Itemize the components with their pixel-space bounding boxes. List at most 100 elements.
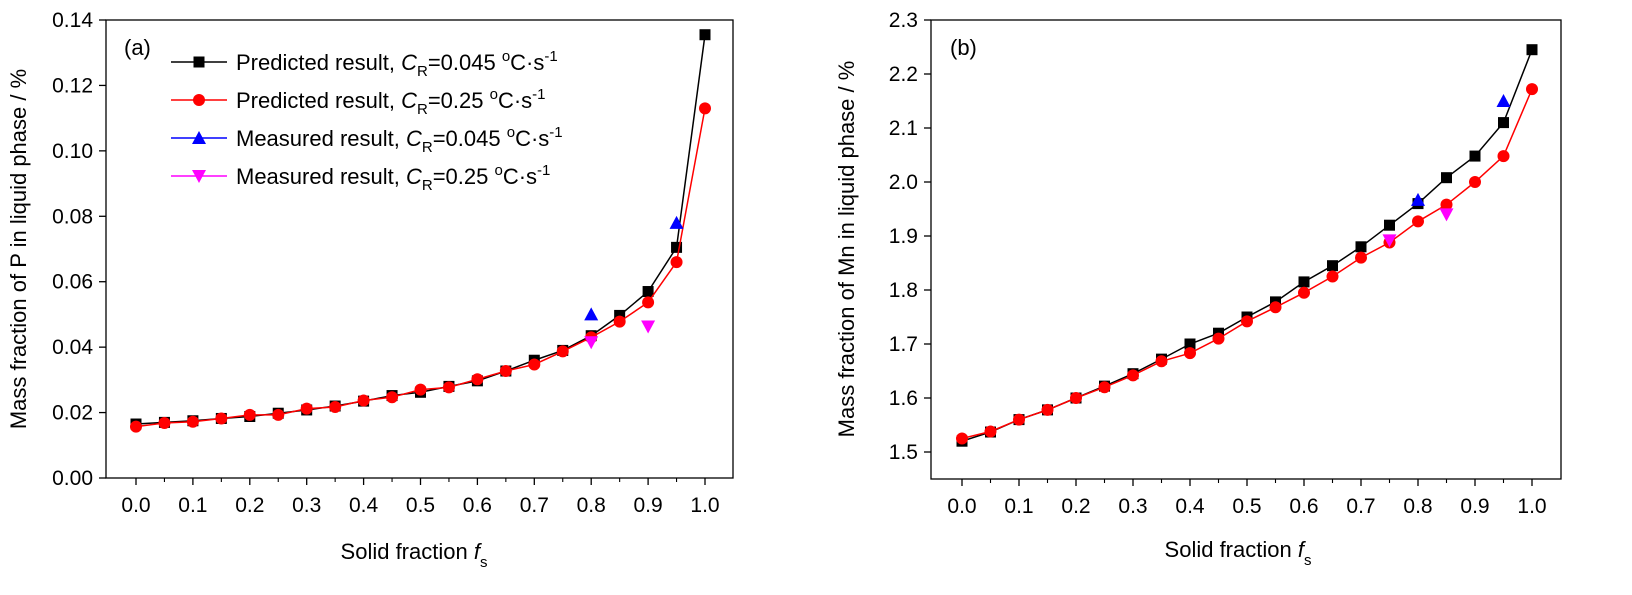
data-point [1298,286,1310,299]
legend-label-prefix: Predicted result, [236,88,401,113]
panel-label-a: (a) [124,35,151,60]
y-tick-label-a: 0.12 [52,74,93,97]
y-tick-label-b: 2.3 [889,9,918,32]
legend-entry: Predicted result, CR=0.045 oC·s-1 [171,48,558,80]
data-point [1411,192,1425,206]
legend-label-unit: C·s [498,88,532,113]
data-point [669,215,684,229]
panel-a: 0.0 0.1 0.2 0.3 0.4 0.5 0.6 0.7 0.8 0.9 1.0 0.00 0.0… [6,9,734,571]
data-point [471,373,484,386]
data-point [642,296,655,309]
data-point [1326,270,1339,283]
plot-area-b: 0.0 0.1 0.2 0.3 0.4 0.5 0.6 0.7 0.8 0.9 1.0 1.5 1.6 1… [889,9,1547,518]
data-point [1127,369,1139,382]
legend-label-unit: C·s [515,126,549,151]
series-line [135,108,706,428]
data-point [556,345,569,358]
series-a-2 [584,215,684,321]
data-point [1440,198,1453,211]
data-point [1327,260,1338,272]
data-point [1498,117,1509,129]
legend-label: Measured result, CR=0.25 oC·s-1 [236,162,550,194]
data-point [1469,176,1481,188]
legend-label-deg: o [490,86,498,103]
x-tick-label-b: 0.2 [1061,495,1090,518]
data-point [1355,241,1367,253]
data-point [130,420,142,433]
legend-swatch-marker [192,170,206,183]
x-tick-label-b: 0.5 [1232,495,1261,518]
data-point [699,29,711,41]
data-point [386,391,399,404]
data-point [1269,301,1282,314]
data-point [670,256,683,269]
legend-label: Measured result, CR=0.045 oC·s-1 [236,124,563,156]
data-point [357,394,370,407]
legend-label-sub: R [417,63,428,80]
x-axis-title-b: Solid fraction fs [1165,537,1312,569]
legend-label-deg: o [502,48,510,65]
legend-label-deg: o [494,162,502,179]
legend-label-sub: R [422,139,433,156]
x-axis-title-text-b: Solid fraction [1165,537,1298,562]
legend-entry: Measured result, CR=0.045 oC·s-1 [171,124,563,156]
data-point [1241,315,1253,328]
legend-label-exp: -1 [544,48,557,65]
data-point [641,320,656,334]
data-point [1070,392,1082,404]
y-tick-label-b: 1.8 [889,279,918,302]
data-point [1155,355,1168,368]
data-point [1496,94,1511,107]
x-tick-label-b: 0.0 [947,495,976,518]
x-tick-label-a: 0.8 [577,494,606,517]
legend-label-exp: -1 [537,162,550,179]
plot-frame-b [930,19,1562,480]
y-tick-label-b: 1.5 [889,441,918,464]
plot-frame-a [105,19,734,479]
series-line [135,34,706,425]
y-tick-label-a: 0.04 [52,336,93,359]
x-tick-label-a: 0.0 [121,494,150,517]
series-b-3 [1382,208,1454,248]
data-point [1384,219,1395,231]
legend-label-val: =0.25 [433,164,495,189]
x-tick-label-b: 0.6 [1289,495,1318,518]
x-axis-title-var-b: f [1298,537,1307,562]
y-tick-label-b: 1.6 [889,387,918,410]
y-tick-label-a: 0.00 [52,467,93,490]
x-tick-label-b: 0.3 [1118,495,1147,518]
data-point [1098,381,1111,394]
x-tick-label-b: 0.4 [1175,495,1205,518]
y-tick-label-b: 1.9 [889,225,918,248]
x-tick-label-a: 0.7 [520,494,549,517]
series-a-0 [130,29,711,430]
legend-label-unit: C·s [503,164,537,189]
data-point [613,315,626,328]
x-tick-label-a: 0.2 [235,494,264,517]
x-tick-label-b: 0.9 [1460,495,1489,518]
y-tick-label-b: 2.0 [889,171,918,194]
data-point [243,408,256,421]
y-tick-label-b: 1.7 [889,333,918,356]
data-point [584,307,599,321]
legend-label: Predicted result, CR=0.045 oC·s-1 [236,48,558,80]
data-point [984,425,997,438]
x-axis-title-sub-b: s [1304,552,1312,569]
data-point [414,383,427,396]
series-b-2 [1411,94,1511,206]
data-point [1412,215,1424,228]
data-point [499,365,512,378]
data-point [528,358,541,371]
legend-label-var: C [406,164,422,189]
data-point [442,381,455,394]
data-point [329,401,342,414]
x-tick-label-b: 1.0 [1517,495,1546,518]
x-tick-label-a: 1.0 [690,494,719,517]
data-point [1497,150,1510,163]
y-tick-label-a: 0.10 [52,140,93,163]
data-point [272,408,285,421]
legend-label-exp: -1 [549,124,562,141]
series-a-3 [584,320,656,350]
data-point [1441,172,1452,184]
data-point [158,417,171,430]
